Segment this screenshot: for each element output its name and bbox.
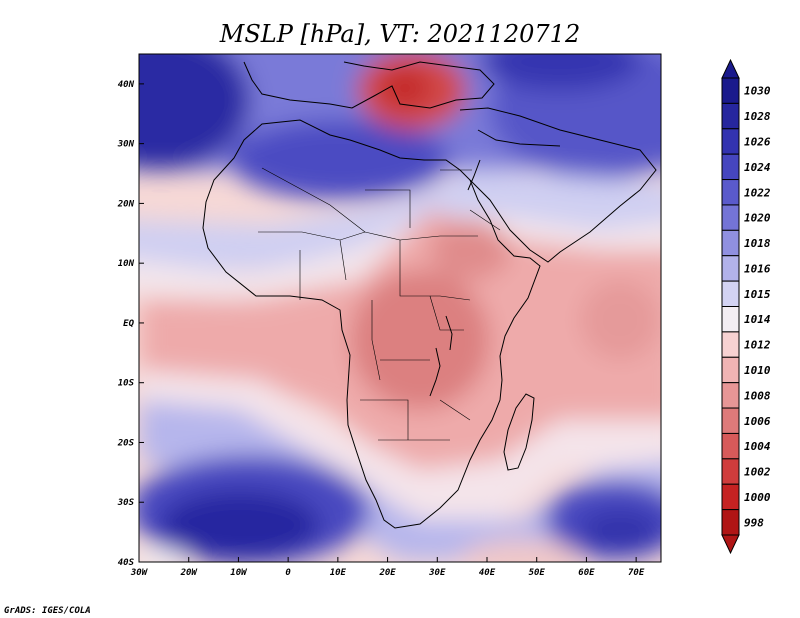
colorbar-label: 1012 [744, 339, 771, 352]
colorbar-label: 1030 [744, 85, 771, 98]
colorbar-label: 1014 [744, 313, 771, 326]
colorbar-label: 1010 [744, 364, 771, 377]
y-tick-label: EQ [123, 319, 134, 329]
colorbar-box [721, 432, 740, 460]
colorbar-box [721, 407, 740, 434]
colorbar-label: 1026 [744, 135, 771, 148]
y-tick-label: 40S [118, 558, 135, 568]
colorbar-label: 1016 [744, 262, 771, 275]
colorbar-label: 1018 [744, 237, 771, 250]
x-tick-label: 10E [330, 568, 347, 578]
y-tick-label: 40N [118, 80, 135, 90]
colorbar-box [721, 179, 740, 206]
x-tick-label: 30W [130, 568, 149, 578]
x-tick-label: 0 [285, 568, 291, 578]
colorbar-label: 1020 [744, 212, 771, 225]
colorbar-box [721, 204, 740, 231]
y-tick-label: 10S [118, 379, 135, 389]
x-tick-label: 50E [529, 568, 546, 578]
y-tick-label: 30S [117, 498, 135, 508]
colorbar-box [721, 77, 740, 104]
country-borders [258, 167, 501, 441]
colorbar-box [721, 229, 740, 257]
chart-title: MSLP [hPa], VT: 2021120712 [219, 20, 580, 48]
colorbar-label: 1006 [744, 415, 771, 428]
colorbar-box [721, 483, 740, 511]
pressure-contours [139, 54, 661, 562]
colorbar-box [721, 509, 740, 536]
map-panel: 30W 20W 10W 0 10E 20E 30E 40E 50E 60E 70E 40N 30N 20… [117, 53, 662, 578]
colorbar-label: 998 [744, 516, 764, 529]
colorbar-bottom-arrow [721, 534, 740, 555]
colorbar-box [721, 255, 740, 282]
map-frame [138, 53, 662, 563]
colorbar-label: 1000 [744, 491, 771, 504]
colorbar-label: 1004 [744, 440, 771, 453]
colorbar-label: 1024 [744, 161, 771, 174]
pressure-field [139, 54, 661, 562]
colorbar-top-arrow [721, 58, 740, 79]
colorbar-box [721, 153, 740, 181]
colorbar-label: 1008 [744, 389, 771, 402]
x-tick-label: 70E [628, 568, 645, 578]
colorbar-label: 1002 [744, 466, 771, 479]
colorbar-box [721, 331, 740, 358]
latitude-axis: 40N 30N 20N 10N EQ 10S 20S 30S 40S [117, 80, 144, 568]
colorbar-box [721, 382, 740, 409]
colorbar-box [721, 280, 740, 308]
x-tick-label: 60E [578, 568, 595, 578]
y-tick-label: 20N [117, 199, 135, 209]
colorbar: 1030 1028 1026 1024 1022 1020 1018 1016 1015 1014… [721, 58, 771, 555]
y-tick-label: 20S [117, 438, 135, 448]
x-tick-label: 30E [428, 568, 446, 578]
colorbar-box [721, 356, 740, 384]
colorbar-label: 1028 [744, 110, 771, 123]
x-tick-label: 10W [230, 568, 248, 578]
x-tick-label: 20E [378, 568, 396, 578]
colorbar-box [721, 306, 740, 333]
y-tick-label: 30N [117, 140, 135, 150]
grads-credit: GrADS: IGES/COLA [4, 606, 91, 616]
y-tick-label: 10N [118, 259, 135, 269]
colorbar-box [721, 102, 740, 130]
colorbar-box [721, 128, 740, 155]
colorbar-box [721, 458, 740, 485]
colorbar-label: 1015 [744, 288, 771, 301]
longitude-axis: 30W 20W 10W 0 10E 20E 30E 40E 50E 60E 70E [130, 557, 645, 578]
x-tick-label: 40E [479, 568, 496, 578]
coastlines [202, 61, 657, 529]
colorbar-label: 1022 [744, 186, 771, 199]
x-tick-label: 20W [180, 568, 199, 578]
